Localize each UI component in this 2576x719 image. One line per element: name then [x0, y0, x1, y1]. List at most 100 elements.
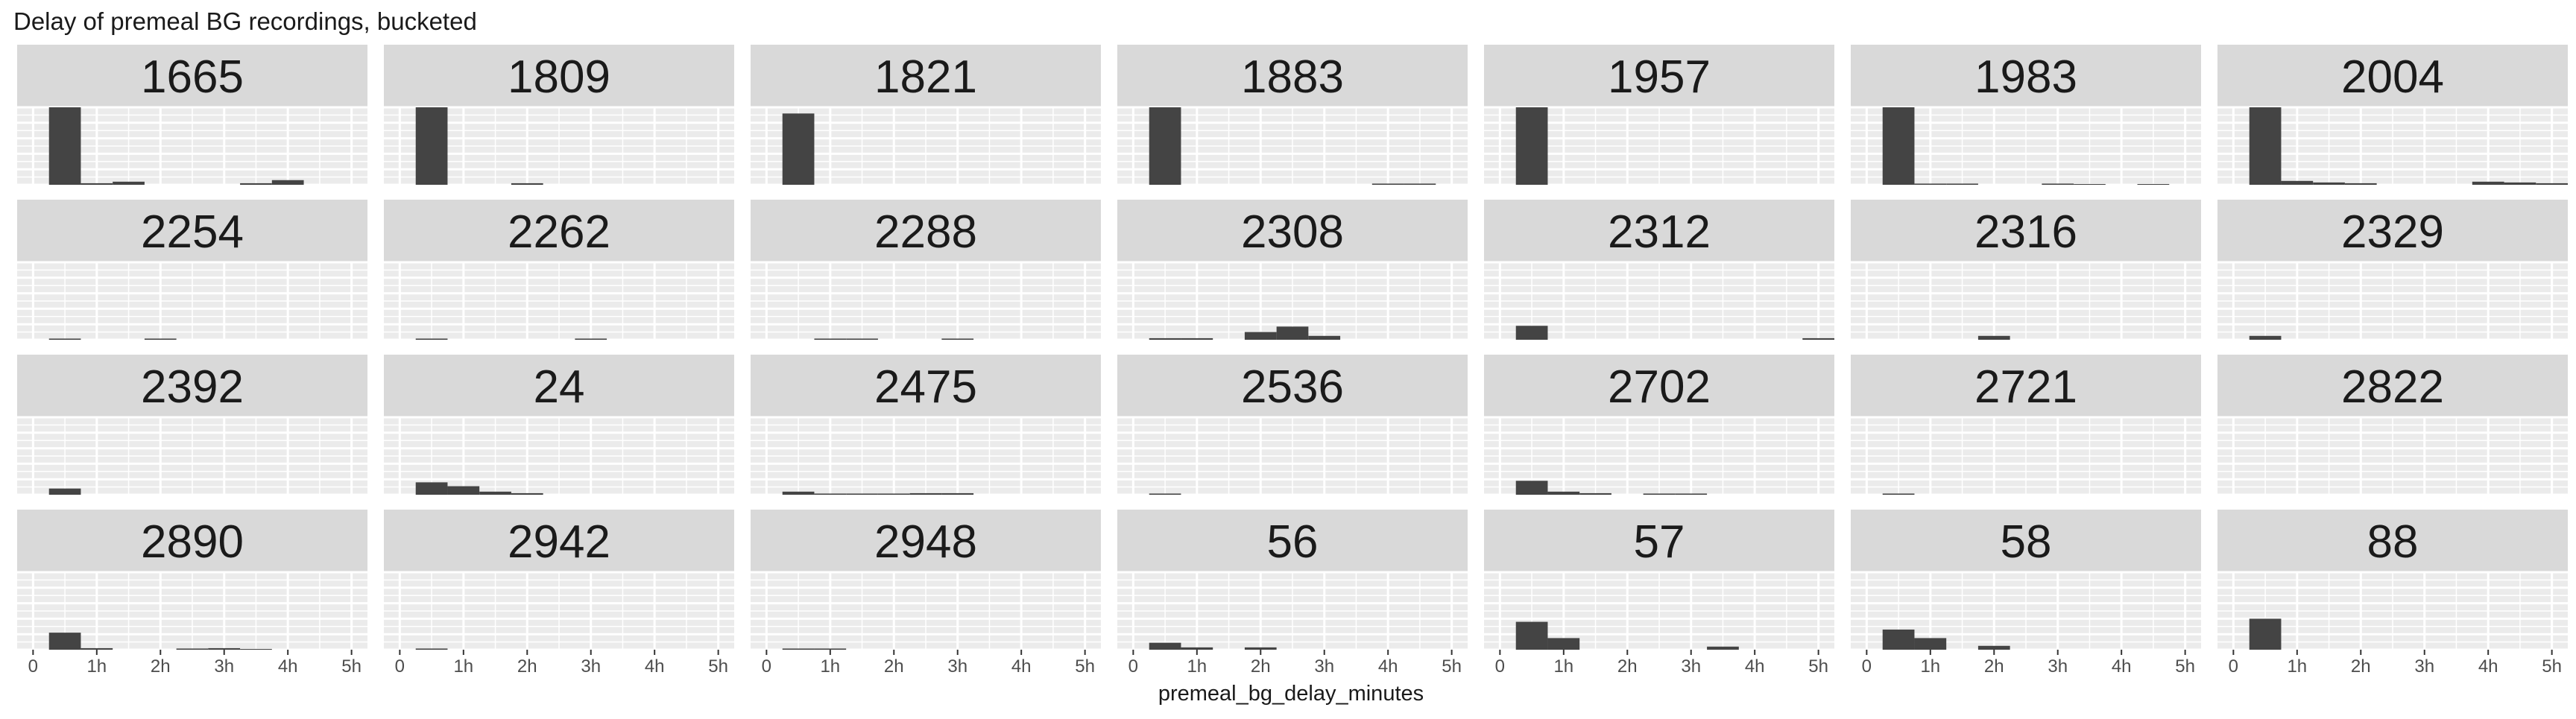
histogram-bar [1882, 629, 1915, 650]
facet-strip [2217, 45, 2568, 107]
facet-strip-label: 1957 [1608, 51, 1711, 103]
histogram-bar [1707, 646, 1739, 650]
histogram-bar [1643, 493, 1676, 495]
histogram-bar [2536, 183, 2568, 185]
histogram-bar [1371, 183, 1404, 185]
histogram-bar [1914, 638, 1947, 650]
x-tick-label: 0 [1862, 656, 1872, 677]
histogram-bar [782, 648, 815, 650]
facet-strip [17, 200, 367, 262]
histogram-bar [1882, 493, 1915, 495]
histogram-bar [415, 338, 448, 340]
facet-strip-label: 1809 [508, 51, 610, 103]
facet-strip [1484, 200, 1834, 262]
facet-strip [384, 45, 734, 107]
histogram-bar [1675, 493, 1708, 495]
histogram-bar [1149, 642, 1181, 650]
histogram-bar [941, 492, 974, 495]
histogram-bar [1946, 183, 1978, 185]
x-tick-label: 0 [2229, 656, 2238, 677]
facet-strip [1851, 200, 2201, 262]
histogram-bar [113, 181, 145, 185]
histogram-bar [240, 648, 272, 650]
histogram-bar [1404, 183, 1436, 185]
x-tick-label: 3h [214, 656, 234, 677]
histogram-bar [2504, 182, 2536, 185]
histogram-bar [2281, 180, 2314, 185]
histogram-bar [1515, 621, 1548, 650]
histogram-bar [48, 338, 81, 340]
x-tick-label: 5h [2542, 656, 2562, 677]
x-tick-label: 3h [2048, 656, 2068, 677]
histogram-bar [48, 488, 81, 495]
histogram-bar [415, 648, 448, 650]
histogram-bar [782, 491, 815, 495]
x-tick-label: 2h [1617, 656, 1638, 677]
histogram-bar [2249, 618, 2282, 650]
facet-strip-label: 2316 [1974, 206, 2077, 258]
facet-strip-label: 2308 [1241, 206, 1344, 258]
facet-strip-label: 2312 [1608, 206, 1711, 258]
histogram-bar [909, 492, 942, 495]
x-tick-label: 1h [86, 656, 107, 677]
histogram-bar [814, 493, 847, 495]
histogram-bar [814, 648, 847, 650]
facet-strip-label: 2942 [508, 516, 610, 568]
x-tick-label: 5h [341, 656, 362, 677]
histogram-bar [575, 338, 607, 340]
x-tick-label: 3h [581, 656, 601, 677]
histogram-bar [208, 647, 241, 650]
histogram-bar [511, 183, 543, 185]
x-tick-label: 1h [1187, 656, 1207, 677]
facet-strip [1851, 45, 2201, 107]
x-tick-label: 3h [2414, 656, 2434, 677]
histogram-bar [240, 183, 272, 185]
histogram-bar [1149, 493, 1181, 495]
x-tick-label: 1h [453, 656, 473, 677]
histogram-bar [2074, 183, 2106, 185]
histogram-bar [479, 491, 511, 495]
histogram-bar [1802, 338, 1834, 340]
x-tick-label: 2h [151, 656, 171, 677]
facet-strip [751, 510, 1101, 572]
facet-strip [17, 45, 367, 107]
histogram-bar [415, 482, 448, 495]
histogram-bar [80, 647, 113, 650]
histogram-bar [1547, 491, 1580, 495]
histogram-bar [415, 107, 448, 185]
x-tick-label: 2h [884, 656, 904, 677]
facet-strip-label: 2948 [874, 516, 977, 568]
facet-strip-label: 2288 [874, 206, 977, 258]
x-tick-label: 3h [947, 656, 967, 677]
x-tick-label: 0 [1128, 656, 1138, 677]
histogram-bar [2344, 183, 2377, 185]
facet-strip-label: 2392 [141, 361, 244, 413]
facet-strip-label: 1983 [1974, 51, 2077, 103]
facet-strip [1484, 510, 1834, 572]
facet-strip-label: 1665 [141, 51, 244, 103]
chart-title: Delay of premeal BG recordings, bucketed [13, 7, 477, 35]
histogram-bar [877, 493, 910, 495]
facet-strip [1117, 355, 1468, 417]
histogram-bar [2313, 182, 2345, 185]
x-tick-label: 4h [645, 656, 665, 677]
facet-strip-label: 2822 [2341, 361, 2444, 413]
facet-strip-label: 24 [534, 361, 585, 413]
facet-strip-label: 1821 [874, 51, 977, 103]
facet-strip [2217, 355, 2568, 417]
x-tick-label: 3h [1681, 656, 1701, 677]
histogram-bar [447, 486, 480, 495]
histogram-bar [2137, 183, 2170, 185]
facet-strip-label: 2254 [141, 206, 244, 258]
facet-strip [1117, 45, 1468, 107]
facet-strip-label: 2721 [1974, 361, 2077, 413]
facet-strip-label: 1883 [1241, 51, 1344, 103]
facet-strip [1117, 510, 1468, 572]
x-tick-label: 0 [1495, 656, 1505, 677]
facet-strip-label: 57 [1634, 516, 1685, 568]
histogram-bar [1977, 645, 2010, 650]
facet-strip [1484, 45, 1834, 107]
histogram-bar [2472, 181, 2504, 185]
facet-strip-label: 88 [2367, 516, 2419, 568]
